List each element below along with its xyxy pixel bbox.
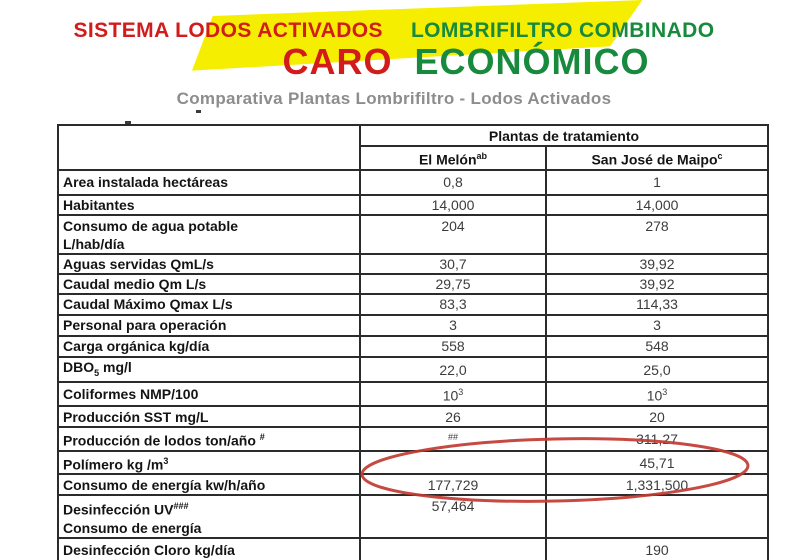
headline-lodos-activados: SISTEMA LODOS ACTIVADOS bbox=[73, 19, 383, 42]
table-header-columns-row: El Melónab San José de Maipoc bbox=[58, 145, 769, 171]
value-el-melon bbox=[359, 449, 547, 476]
value-el-melon: 14,000 bbox=[359, 193, 547, 216]
plant-comparison-table: Plantas de tratamiento El Melónab San Jo… bbox=[57, 124, 769, 560]
value-el-melon: 3 bbox=[359, 313, 547, 337]
value-san-jose: 103 bbox=[545, 381, 769, 408]
value-el-melon: 177,729 bbox=[359, 473, 547, 497]
row-label-cell: Coliformes NMP/100 bbox=[57, 381, 361, 408]
row-label-cell: Producción de lodos ton/año # bbox=[57, 426, 361, 452]
value-el-melon: 558 bbox=[359, 334, 547, 358]
corner-cell bbox=[57, 124, 361, 171]
column-header-el-melon: El Melónab bbox=[359, 145, 547, 171]
scan-speck bbox=[196, 110, 201, 113]
table-row: Coliformes NMP/100 103 103 bbox=[57, 381, 769, 408]
headline-row-2: CARO ECONÓMICO bbox=[72, 41, 788, 83]
value-el-melon: 103 bbox=[359, 381, 547, 408]
headline-lombrifiltro: LOMBRIFILTRO COMBINADO bbox=[410, 19, 715, 42]
row-label-cell: Polímero kg /m3 bbox=[57, 449, 361, 476]
group-header-cell: Plantas de tratamiento bbox=[359, 124, 769, 147]
table-row: DBO5 mg/l 22,0 25,0 bbox=[57, 355, 769, 384]
headline-row-1: SISTEMA LODOS ACTIVADOS LOMBRIFILTRO COM… bbox=[0, 19, 788, 43]
row-label-cell: Desinfección UV### Consumo de energía bbox=[57, 494, 361, 540]
table-row: Personal para operación 3 3 bbox=[57, 313, 769, 337]
table-row: Consumo de agua potable L/hab/día 204 278 bbox=[57, 213, 769, 255]
row-label-cell: Desinfección Cloro kg/día bbox=[57, 537, 361, 560]
value-san-jose: 190 bbox=[545, 537, 769, 560]
column-header-san-jose: San José de Maipoc bbox=[545, 145, 769, 171]
verdict-economico: ECONÓMICO bbox=[414, 41, 650, 82]
row-label-cell: Habitantes bbox=[57, 193, 361, 216]
value-san-jose bbox=[545, 494, 769, 540]
value-el-melon: 22,0 bbox=[359, 355, 547, 384]
row-label-cell: DBO5 mg/l bbox=[57, 355, 361, 384]
value-el-melon: 26 bbox=[359, 405, 547, 429]
value-san-jose: 1,331,500 bbox=[545, 473, 769, 497]
value-san-jose: 311,27 bbox=[545, 426, 769, 452]
table-row: Consumo de energía kw/h/año 177,729 1,33… bbox=[57, 473, 769, 497]
table-row: Polímero kg /m3 45,71 bbox=[57, 449, 769, 476]
table-row: Caudal Máximo Qmax L/s 83,3 114,33 bbox=[57, 292, 769, 316]
row-label-cell: Caudal Máximo Qmax L/s bbox=[57, 292, 361, 316]
value-san-jose: 1 bbox=[545, 168, 769, 196]
row-label-line2: L/hab/día bbox=[63, 235, 125, 252]
row-label-cell: Carga orgánica kg/día bbox=[57, 334, 361, 358]
row-label-cell: Aguas servidas QmL/s bbox=[57, 252, 361, 275]
value-san-jose: 548 bbox=[545, 334, 769, 358]
value-san-jose: 25,0 bbox=[545, 355, 769, 384]
value-san-jose: 39,92 bbox=[545, 252, 769, 275]
row-label-line2: Consumo de energía bbox=[63, 520, 202, 537]
slide-subtitle: Comparativa Plantas Lombrifiltro - Lodos… bbox=[176, 89, 612, 108]
row-label-cell: Consumo de agua potable L/hab/día bbox=[57, 213, 361, 255]
table-row: Habitantes 14,000 14,000 bbox=[57, 193, 769, 216]
value-san-jose: 20 bbox=[545, 405, 769, 429]
verdict-caro: CARO bbox=[282, 41, 393, 82]
value-el-melon: 57,464 bbox=[359, 494, 547, 540]
row-label-cell: Area instalada hectáreas bbox=[57, 168, 361, 196]
row-label-cell: Consumo de energía kw/h/año bbox=[57, 473, 361, 497]
value-el-melon: 29,75 bbox=[359, 272, 547, 295]
row-label-cell: Producción SST mg/L bbox=[57, 405, 361, 429]
table-header-group-row: Plantas de tratamiento bbox=[57, 124, 769, 171]
value-el-melon: 83,3 bbox=[359, 292, 547, 316]
value-el-melon: 30,7 bbox=[359, 252, 547, 275]
table-row: Caudal medio Qm L/s 29,75 39,92 bbox=[57, 272, 769, 295]
value-san-jose: 14,000 bbox=[545, 193, 769, 216]
table-row: Area instalada hectáreas 0,8 1 bbox=[57, 168, 769, 196]
scan-speck bbox=[125, 121, 131, 124]
table-row: Producción SST mg/L 26 20 bbox=[57, 405, 769, 429]
value-el-melon: 0,8 bbox=[359, 168, 547, 196]
row-label-cell: Caudal medio Qm L/s bbox=[57, 272, 361, 295]
value-el-melon: 204 bbox=[359, 213, 547, 255]
value-san-jose: 39,92 bbox=[545, 272, 769, 295]
value-san-jose: 114,33 bbox=[545, 292, 769, 316]
value-el-melon bbox=[359, 537, 547, 560]
value-el-melon: ## bbox=[359, 426, 547, 452]
table-row: Carga orgánica kg/día 558 548 bbox=[57, 334, 769, 358]
table-row: Desinfección Cloro kg/día 190 bbox=[57, 537, 769, 560]
value-san-jose: 3 bbox=[545, 313, 769, 337]
table-row: Desinfección UV### Consumo de energía 57,… bbox=[57, 494, 769, 540]
value-san-jose: 45,71 bbox=[545, 449, 769, 476]
value-san-jose: 278 bbox=[545, 213, 769, 255]
row-label-cell: Personal para operación bbox=[57, 313, 361, 337]
table-row: Aguas servidas QmL/s 30,7 39,92 bbox=[57, 252, 769, 275]
table-row: Producción de lodos ton/año # ## 311,27 bbox=[57, 426, 769, 452]
